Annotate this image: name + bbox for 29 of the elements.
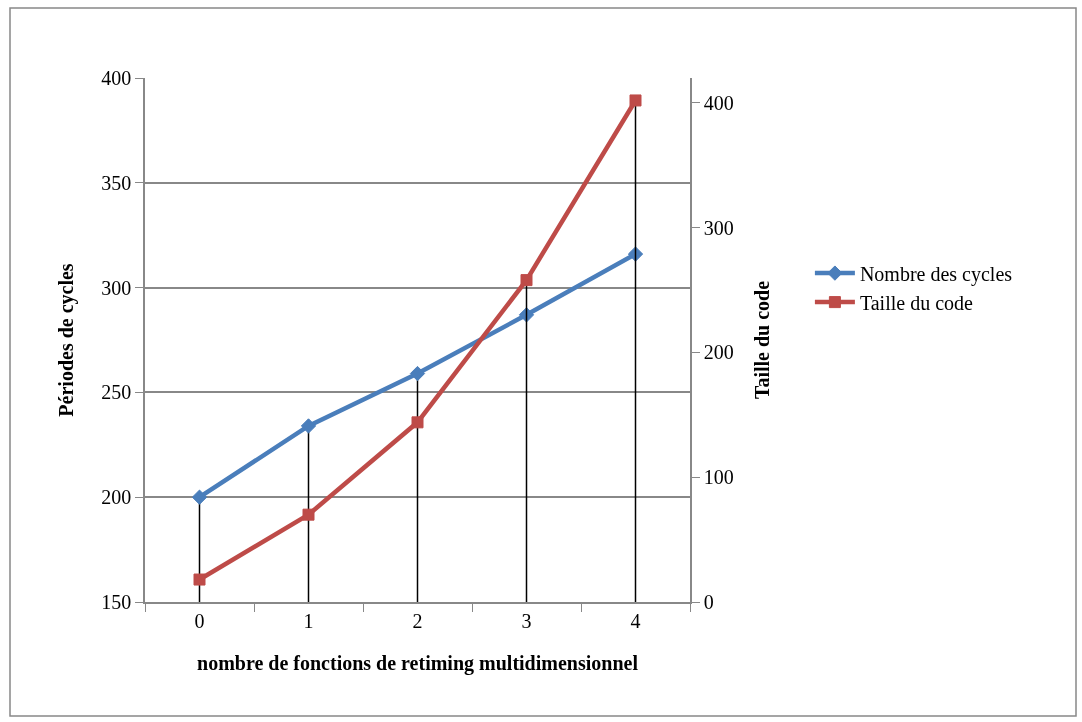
point <box>629 94 642 107</box>
y-tick-label: 400 <box>101 67 132 89</box>
x-tick-label: 0 <box>194 609 205 632</box>
point <box>520 274 533 287</box>
y-tick-label: 150 <box>101 591 132 613</box>
y2-tick-label: 0 <box>703 591 714 613</box>
y-axis-title: Périodes de cycles <box>55 263 79 417</box>
y2-tick-label: 100 <box>703 466 734 489</box>
x-axis-title: nombre de fonctions de retiming multidimensionnel <box>197 651 639 675</box>
point <box>300 418 317 434</box>
y-tick-label: 300 <box>101 276 132 299</box>
x-tick-label: 1 <box>303 609 314 632</box>
legend-label: Nombre des cycles <box>859 262 1013 286</box>
point <box>302 508 315 521</box>
y-tick-label: 250 <box>101 381 132 404</box>
y2-tick-label: 300 <box>703 216 734 239</box>
x-tick-label: 2 <box>412 609 423 632</box>
y2-axis-title: Taille du code <box>750 280 773 400</box>
y-tick-label: 200 <box>101 486 132 509</box>
point <box>411 416 424 429</box>
point <box>409 365 426 382</box>
legend-label: Taille du code <box>859 291 974 314</box>
y2-tick-label: 400 <box>703 91 734 114</box>
point <box>193 573 206 586</box>
x-tick-label: 4 <box>630 609 641 632</box>
x-tick-label: 3 <box>521 609 532 632</box>
y-tick-label: 350 <box>101 171 132 194</box>
point <box>191 489 208 505</box>
y2-tick-label: 200 <box>703 341 734 364</box>
